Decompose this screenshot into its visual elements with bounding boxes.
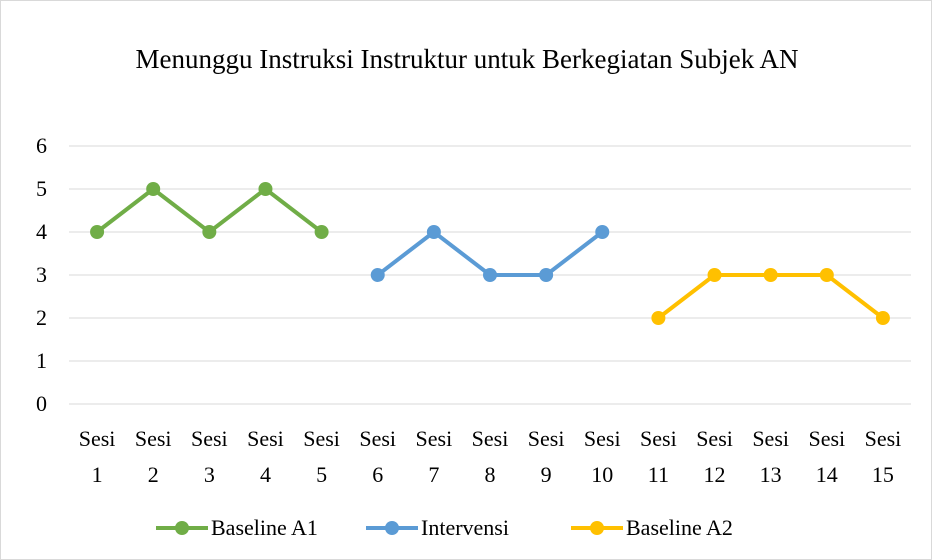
data-point [370,268,385,282]
x-tick-label: Sesi 12 [696,426,733,487]
y-tick-label: 1 [36,348,47,373]
x-tick-label: Sesi 10 [583,426,621,487]
x-tick-label: Sesi 5 [303,426,340,487]
data-point [90,225,105,239]
y-tick-label: 6 [36,133,47,158]
x-tick-label: Sesi 6 [359,426,397,487]
x-tick-label: Sesi 2 [134,426,172,487]
chart-title: Menunggu Instruksi Instruktur untuk Berk… [135,44,799,74]
x-tick-label: Sesi 1 [78,426,116,487]
y-tick-label: 3 [36,262,47,287]
data-point [595,225,610,239]
x-tick-label: Sesi 11 [640,426,677,487]
data-point [146,182,161,196]
legend-label: Intervensi [421,515,509,540]
y-tick-label: 0 [36,391,47,416]
data-point [202,225,217,239]
data-point [763,268,778,282]
x-tick-label: Sesi 14 [808,426,846,487]
x-tick-label: Sesi 13 [752,426,789,487]
data-point [651,311,666,325]
data-point [314,225,329,239]
legend-label: Baseline A2 [626,515,733,540]
data-point [707,268,722,282]
data-point [258,182,273,196]
data-point [875,311,890,325]
x-tick-label: Sesi 15 [864,426,902,487]
x-tick-label: Sesi 7 [415,426,453,487]
legend-marker [590,521,604,535]
data-point [483,268,497,282]
x-tick-label: Sesi 4 [247,426,284,487]
x-tick-label: Sesi 8 [471,426,509,487]
y-tick-label: 4 [36,219,47,244]
legend-marker [385,521,399,535]
legend-marker [175,521,189,535]
y-tick-label: 2 [36,305,47,330]
legend-label: Baseline A1 [211,515,318,540]
y-tick-label: 5 [36,176,47,201]
data-point [819,268,834,282]
x-tick-label: Sesi 9 [527,426,565,487]
data-point [539,268,554,282]
x-tick-label: Sesi 3 [190,426,228,487]
data-point [426,225,441,239]
